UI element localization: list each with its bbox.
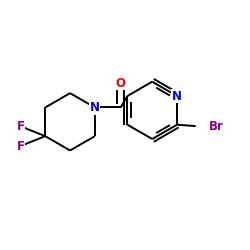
Text: N: N [90,101,100,114]
Text: N: N [172,90,182,102]
Text: O: O [116,76,126,90]
Text: F: F [17,140,25,153]
Text: F: F [17,120,25,132]
Text: Br: Br [208,120,223,132]
